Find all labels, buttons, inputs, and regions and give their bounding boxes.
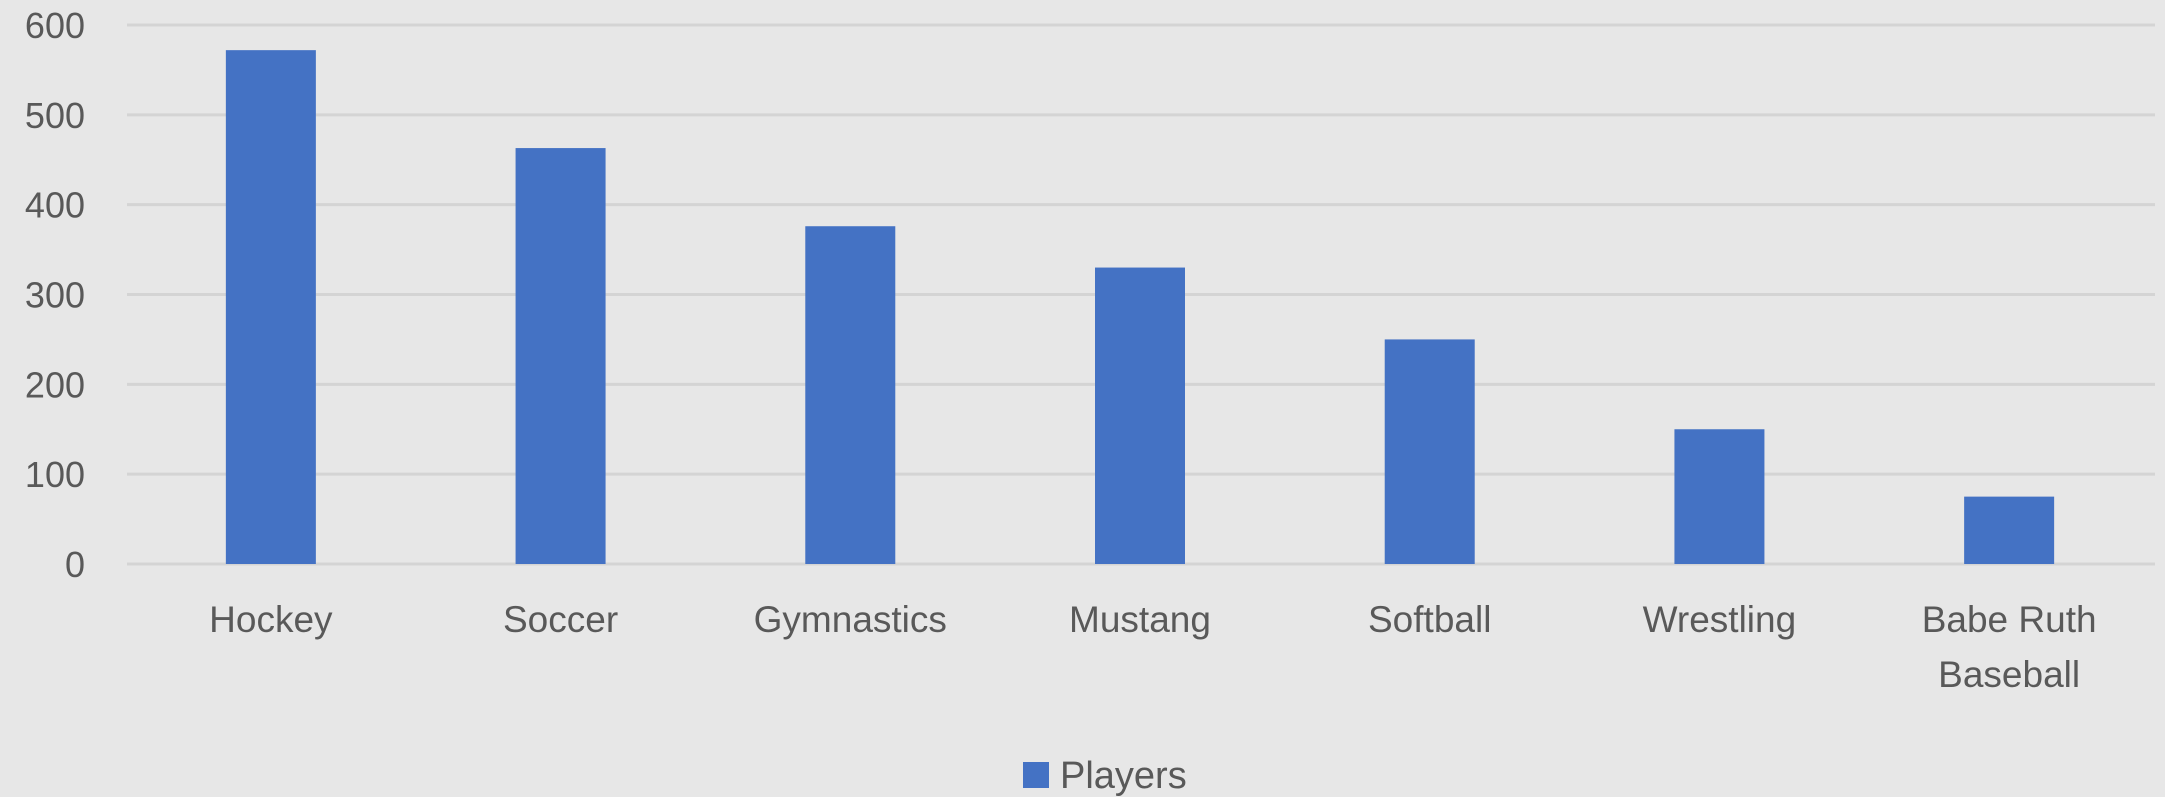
y-tick-label: 0 (65, 544, 85, 585)
y-tick-label: 300 (25, 275, 85, 316)
bar-gymnastics (805, 226, 896, 564)
bar-soccer (515, 148, 606, 565)
y-tick-label: 200 (25, 364, 85, 405)
x-category-label: Babe Ruth Baseball (1922, 599, 2097, 695)
x-category-label: Mustang (1069, 599, 1211, 640)
bar-hockey (225, 50, 316, 565)
bar-series (225, 50, 2055, 565)
legend-swatch-players (1023, 762, 1049, 788)
bar-softball (1384, 339, 1475, 564)
bar-babe-ruth-baseball (1964, 496, 2055, 564)
legend: Players (1023, 755, 1187, 797)
x-category-label: Gymnastics (754, 599, 947, 640)
x-category-label: Hockey (209, 599, 333, 640)
y-tick-label: 600 (25, 5, 85, 46)
bar-mustang (1095, 267, 1185, 564)
x-category-label: Softball (1368, 599, 1491, 640)
y-tick-label: 500 (25, 95, 85, 136)
y-tick-label: 400 (25, 185, 85, 226)
y-tick-label: 100 (25, 454, 85, 495)
bar-wrestling (1674, 429, 1765, 564)
y-axis-tick-labels: 0 100 200 300 400 500 600 (25, 5, 85, 585)
x-category-label: Wrestling (1643, 599, 1797, 640)
x-category-label: Soccer (503, 599, 618, 640)
legend-label-players: Players (1060, 755, 1187, 797)
x-axis-category-labels: Hockey Soccer Gymnastics Mustang Softball Wre… (209, 599, 2096, 695)
